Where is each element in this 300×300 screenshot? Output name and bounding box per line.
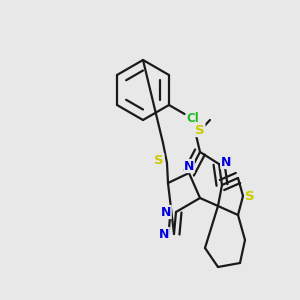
Text: N: N [184, 160, 194, 172]
Text: N: N [159, 227, 169, 241]
Text: S: S [154, 154, 164, 166]
Text: S: S [195, 124, 205, 136]
Text: N: N [161, 206, 171, 218]
Text: N: N [221, 155, 231, 169]
Text: S: S [245, 190, 255, 202]
Text: Cl: Cl [187, 112, 200, 125]
